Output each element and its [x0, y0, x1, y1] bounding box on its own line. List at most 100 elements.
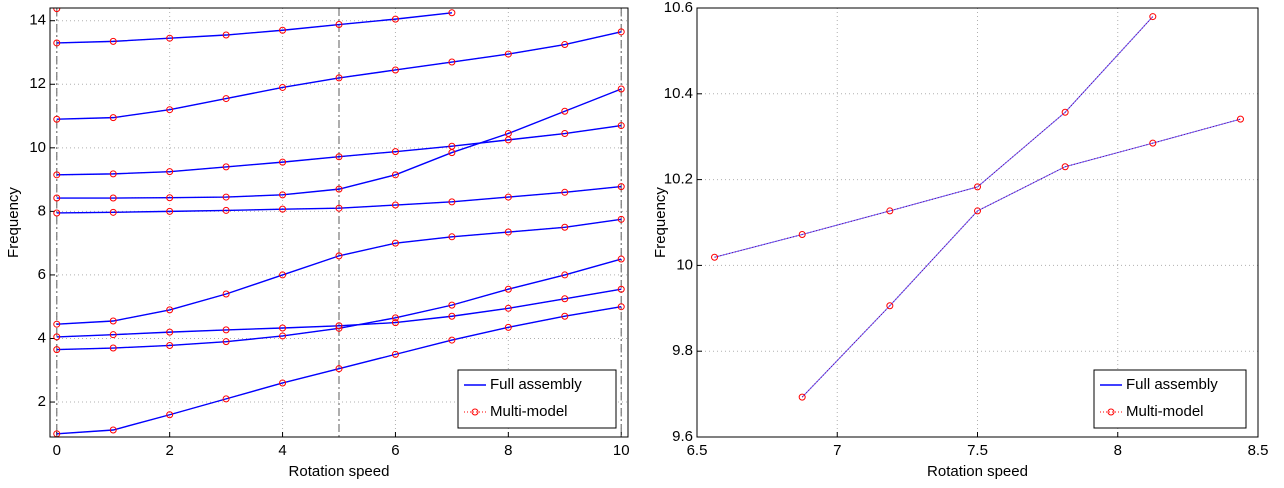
- marker: [166, 194, 174, 202]
- marker: [1149, 139, 1157, 147]
- marker: [886, 302, 894, 310]
- y-axis-label: Frequency: [652, 187, 669, 258]
- y-tick-label: 10.4: [664, 85, 693, 102]
- marker: [109, 317, 117, 325]
- marker: [561, 130, 569, 138]
- marker: [109, 208, 117, 216]
- marker: [448, 198, 456, 206]
- marker: [617, 255, 625, 263]
- marker: [617, 215, 625, 223]
- marker: [974, 207, 981, 215]
- marker: [279, 26, 287, 34]
- assembly-line: [801, 118, 1241, 398]
- marker: [222, 395, 230, 403]
- marker: [391, 314, 399, 322]
- marker: [391, 66, 399, 74]
- marker: [617, 285, 625, 293]
- model-line: [801, 118, 1241, 398]
- marker: [391, 171, 399, 179]
- marker: [448, 58, 456, 66]
- marker: [448, 142, 456, 150]
- marker: [448, 312, 456, 320]
- x-tick-label: 2: [165, 442, 173, 459]
- assembly-line: [56, 31, 622, 120]
- marker: [279, 332, 287, 340]
- marker: [53, 39, 61, 47]
- marker: [974, 183, 981, 191]
- marker: [222, 206, 230, 214]
- x-tick-label: 6.5: [687, 442, 708, 459]
- axes-frame: [696, 7, 1259, 438]
- y-tick-label: 12: [29, 75, 46, 92]
- marker: [166, 207, 174, 215]
- model-line: [56, 258, 622, 351]
- marker: [222, 163, 230, 171]
- plot-area: [711, 13, 1244, 401]
- marker: [561, 312, 569, 320]
- marker: [53, 333, 61, 341]
- marker: [279, 191, 287, 199]
- marker: [53, 320, 61, 328]
- marker: [335, 204, 343, 212]
- marker: [798, 231, 806, 239]
- marker: [561, 107, 569, 115]
- marker: [391, 15, 399, 23]
- marker: [391, 350, 399, 358]
- x-tick-label: 8.5: [1248, 442, 1269, 459]
- marker: [1149, 13, 1157, 21]
- marker: [222, 326, 230, 334]
- marker: [391, 319, 399, 327]
- marker: [504, 323, 512, 331]
- marker: [109, 170, 117, 178]
- y-tick-label: 10: [29, 139, 46, 156]
- marker: [448, 233, 456, 241]
- legend-label: Multi-model: [490, 403, 568, 420]
- marker: [504, 228, 512, 236]
- assembly-line: [56, 124, 622, 176]
- marker: [53, 346, 61, 354]
- marker: [166, 34, 174, 42]
- y-tick-label: 2: [38, 393, 46, 410]
- marker: [561, 188, 569, 196]
- legend-label: Multi-model: [1126, 403, 1204, 420]
- legend: Full assembly Multi-model: [457, 369, 617, 429]
- marker: [504, 50, 512, 58]
- marker: [617, 28, 625, 36]
- marker: [448, 301, 456, 309]
- assembly-line: [56, 185, 622, 214]
- assembly-line: [56, 12, 452, 44]
- x-tick-label: 7: [833, 442, 841, 459]
- legend-label: Full assembly: [490, 376, 582, 393]
- legend-box: [457, 369, 617, 429]
- marker: [166, 411, 174, 419]
- x-tick-label: 6: [391, 442, 399, 459]
- marker: [335, 153, 343, 161]
- marker: [335, 74, 343, 82]
- marker: [279, 379, 287, 387]
- marker: [448, 336, 456, 344]
- marker: [279, 83, 287, 91]
- marker: [166, 106, 174, 114]
- marker: [109, 37, 117, 45]
- marker: [166, 306, 174, 314]
- assembly-line: [56, 218, 622, 325]
- marker: [391, 239, 399, 247]
- legend-label: Full assembly: [1126, 376, 1218, 393]
- marker: [391, 148, 399, 156]
- marker: [53, 171, 61, 179]
- marker: [109, 114, 117, 122]
- marker: [617, 183, 625, 191]
- marker: [222, 290, 230, 298]
- marker: [561, 41, 569, 49]
- marker: [166, 328, 174, 336]
- y-tick-label: 6: [38, 266, 46, 283]
- marker: [1061, 108, 1069, 116]
- marker: [279, 271, 287, 279]
- marker: [886, 207, 894, 215]
- x-tick-label: 10: [613, 442, 630, 459]
- marker: [617, 85, 625, 93]
- y-tick-label: 8: [38, 202, 46, 219]
- marker: [166, 341, 174, 349]
- assembly-line: [56, 88, 622, 199]
